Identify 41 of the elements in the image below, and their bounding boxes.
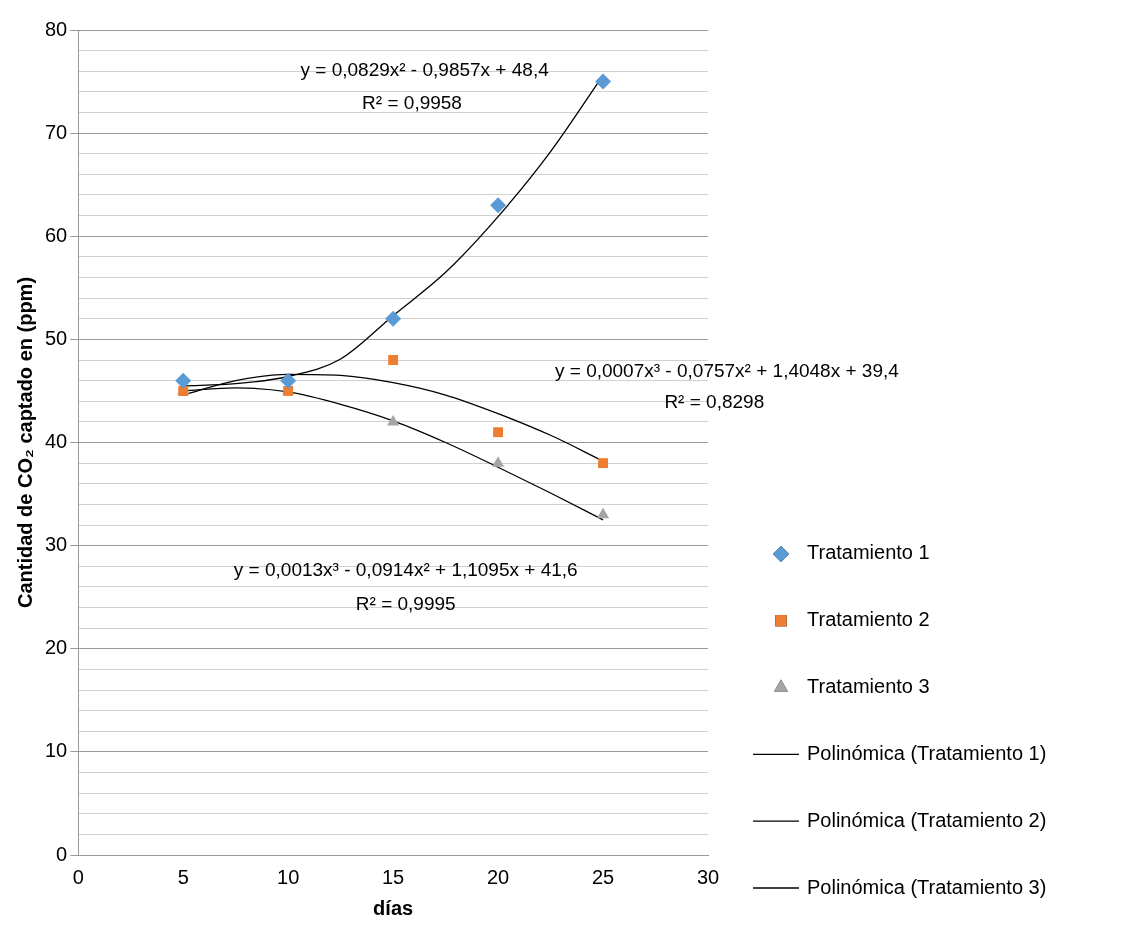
x-tick-label: 5: [177, 865, 189, 888]
point: [175, 372, 192, 389]
annotation: y = 0,0829x² - 0,9857x + 48,4: [300, 59, 550, 81]
legend-label: Polinómica (Tratamiento 3): [807, 875, 1047, 898]
point: [385, 310, 402, 327]
legend-label: Tratamiento 1: [807, 541, 930, 564]
x-tick-label: 10: [277, 865, 300, 888]
point: [280, 372, 297, 389]
y-axis-title: Cantidad de CO₂ captado en (ppm): [13, 276, 36, 609]
legend-label: Tratamiento 2: [807, 608, 930, 631]
y-tick-label: 30: [45, 533, 68, 556]
point: [493, 427, 504, 438]
legend-label: Polinómica (Tratamiento 2): [807, 808, 1047, 831]
x-tick-label: 0: [72, 865, 84, 888]
y-tick-label: 80: [45, 17, 68, 40]
annotation: R² = 0,9995: [355, 593, 456, 615]
legend-label: Tratamiento 3: [807, 675, 930, 698]
y-tick-label: 10: [45, 739, 68, 762]
y-tick-label: 70: [45, 120, 68, 143]
y-tick-label: 40: [45, 430, 68, 453]
y-tick-label: 0: [56, 842, 68, 865]
y-tick-label: 50: [45, 326, 68, 349]
y-tick-label: 20: [45, 636, 68, 659]
x-tick-label: 25: [591, 865, 615, 888]
x-tick-label: 20: [486, 865, 510, 888]
x-tick-label: 15: [382, 865, 405, 888]
point: [387, 414, 400, 426]
annotation: y = 0,0007x³ - 0,0757x² + 1,4048x + 39,4: [554, 359, 900, 381]
y-tick-label: 60: [45, 223, 68, 246]
point: [595, 73, 612, 90]
x-axis-title: días: [373, 896, 414, 919]
point: [388, 355, 399, 365]
legend-label: Polinómica (Tratamiento 1): [807, 741, 1047, 764]
point: [492, 456, 505, 467]
x-tick-label: 30: [696, 865, 720, 888]
annotation: R² = 0,9958: [362, 92, 462, 114]
annotation: R² = 0,8298: [664, 391, 765, 413]
point: [596, 507, 610, 519]
annotation: y = 0,0013x³ - 0,0914x² + 1,1095x + 41,6: [233, 559, 578, 581]
point: [490, 197, 507, 214]
point: [598, 458, 608, 469]
